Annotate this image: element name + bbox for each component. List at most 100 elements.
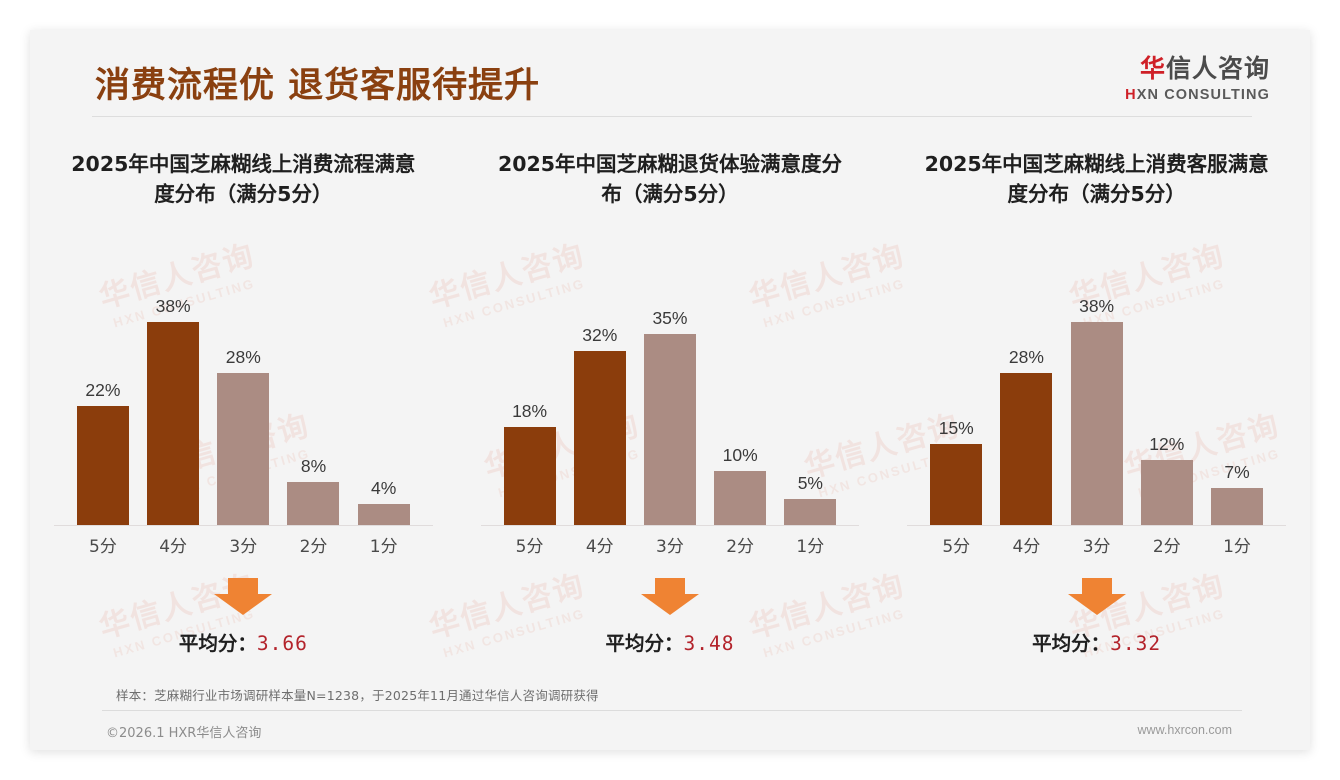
average-score-value: 3.66 <box>256 632 308 655</box>
header-divider <box>92 116 1252 117</box>
bar-value-label: 15% <box>938 417 974 438</box>
bar[interactable] <box>357 504 410 526</box>
average-score-value: 3.32 <box>1110 632 1162 655</box>
x-axis-tick-label: 4分 <box>1012 537 1041 557</box>
bar-value-label: 32% <box>582 324 618 345</box>
average-score-label: 平均分： <box>178 632 257 655</box>
average-score-block: 平均分：3.66 <box>48 578 439 656</box>
bar-slot: 38% <box>1064 296 1130 526</box>
chart-title: 2025年中国芝麻糊线上消费客服满意度分布（满分5分） <box>924 152 1269 206</box>
x-axis-labels: 5分 4分 3分 2分 1分 <box>923 532 1270 562</box>
bar-slot: 4% <box>351 296 417 526</box>
arrow-down-icon <box>214 578 273 615</box>
copyright-text: ©2026.1 HXR华信人咨询 <box>106 726 262 741</box>
average-score-text: 平均分：3.32 <box>1032 627 1161 656</box>
x-axis-line <box>54 525 433 526</box>
bar-slot: 32% <box>567 296 633 526</box>
x-axis-tick-label: 3分 <box>1082 537 1111 557</box>
bar[interactable] <box>1000 372 1053 526</box>
bar-value-label: 38% <box>155 296 191 316</box>
average-score-block: 平均分：3.32 <box>901 578 1292 656</box>
slide-header: 消费流程优 退货客服待提升 华信人咨询 HXN CONSULTING <box>30 30 1310 118</box>
footer-divider <box>102 710 1242 711</box>
bar-value-label: 4% <box>371 478 397 499</box>
slide-card: 华信人咨询 HXN CONSULTING 华信人咨询 HXN CONSULTING 华信… <box>30 30 1310 750</box>
chart-title: 2025年中国芝麻糊线上消费流程满意度分布（满分5分） <box>71 152 416 206</box>
bar-value-label: 35% <box>652 308 688 329</box>
x-axis-tick-label: 1分 <box>1223 537 1251 557</box>
bar-group: 22% 38% 28% 8% 4% <box>70 296 417 526</box>
bar-value-label: 5% <box>797 472 823 493</box>
chart-plot-area: 22% 38% 28% 8% 4% 5分 4分 3分 2分 1分 <box>48 262 439 562</box>
bar[interactable] <box>76 405 129 526</box>
bar-slot: 28% <box>994 296 1060 526</box>
bar-value-label: 8% <box>300 456 327 477</box>
bar[interactable] <box>217 372 270 526</box>
x-axis-tick-label: 3分 <box>229 537 258 557</box>
bar-slot: 10% <box>707 296 773 526</box>
bar[interactable] <box>1210 487 1263 526</box>
logo-chinese-accent: 华 <box>1139 54 1166 83</box>
bar[interactable] <box>643 334 696 526</box>
bar-group: 18% 32% 35% 10% 5% <box>497 296 844 526</box>
bar-value-label: 12% <box>1149 434 1185 455</box>
x-axis-line <box>480 525 860 526</box>
x-axis-tick-label: 5分 <box>515 537 544 557</box>
bar[interactable] <box>1070 322 1123 526</box>
average-score-block: 平均分：3.48 <box>475 578 866 656</box>
x-axis-line <box>907 525 1286 526</box>
bar-value-label: 38% <box>1079 296 1115 316</box>
bar[interactable] <box>147 322 200 526</box>
bar[interactable] <box>784 498 837 526</box>
bar-value-label: 7% <box>1224 461 1250 482</box>
logo-chinese-rest: 信人咨询 <box>1165 54 1270 83</box>
charts-row: 2025年中国芝麻糊线上消费流程满意度分布（满分5分） 22% 38% 28% 8% 4%… <box>30 150 1310 656</box>
bar-slot: 12% <box>1134 296 1200 526</box>
chart-plot-area: 18% 32% 35% 10% 5% 5分 4分 3分 2分 1分 <box>475 262 866 562</box>
average-score-label: 平均分： <box>1032 632 1111 655</box>
bar-slot: 5% <box>777 296 843 526</box>
x-axis-tick-label: 1分 <box>796 537 825 557</box>
average-score-text: 平均分：3.66 <box>179 627 308 656</box>
bar[interactable] <box>714 471 767 526</box>
logo-english-rest: XN CONSULTING <box>1136 87 1270 103</box>
logo-english: HXN CONSULTING <box>1125 88 1270 103</box>
footnote: 样本：芝麻糊行业市场调研样本量N=1238，于2025年11月通过华信人咨询调研… <box>116 688 599 703</box>
chart-title: 2025年中国芝麻糊退货体验满意度分布（满分5分） <box>497 152 843 206</box>
chart-panel: 2025年中国芝麻糊线上消费流程满意度分布（满分5分） 22% 38% 28% 8% 4%… <box>30 150 457 656</box>
average-score-value: 3.48 <box>683 632 735 655</box>
bar-slot: 35% <box>637 296 703 526</box>
bar-value-label: 22% <box>85 379 121 400</box>
bar-slot: 18% <box>497 296 563 526</box>
bar[interactable] <box>573 350 626 526</box>
page-title: 消费流程优 退货客服待提升 <box>95 66 541 106</box>
company-logo: 华信人咨询 HXN CONSULTING <box>1125 56 1270 103</box>
x-axis-tick-label: 5分 <box>942 537 971 557</box>
bar-value-label: 10% <box>722 445 758 466</box>
bar-slot: 22% <box>70 296 136 526</box>
x-axis-tick-label: 3分 <box>656 537 684 557</box>
chart-plot-area: 15% 28% 38% 12% 7% 5分 4分 3分 2分 1分 <box>901 262 1292 562</box>
x-axis-labels: 5分 4分 3分 2分 1分 <box>70 532 417 562</box>
bar-slot: 28% <box>210 296 276 526</box>
bar[interactable] <box>287 482 340 526</box>
chart-panel: 2025年中国芝麻糊线上消费客服满意度分布（满分5分） 15% 28% 38% 12% 7… <box>883 150 1310 656</box>
chart-panel: 2025年中国芝麻糊退货体验满意度分布（满分5分） 18% 32% 35% 10% 5% 5… <box>457 150 884 656</box>
average-score-label: 平均分： <box>605 632 684 655</box>
logo-chinese: 华信人咨询 <box>1125 56 1270 81</box>
bar[interactable] <box>1140 460 1193 526</box>
bar-slot: 38% <box>140 296 206 526</box>
x-axis-tick-label: 2分 <box>299 537 328 557</box>
bar-slot: 7% <box>1204 296 1270 526</box>
logo-english-accent: H <box>1125 87 1137 103</box>
x-axis-tick-label: 2分 <box>1152 537 1181 557</box>
bar[interactable] <box>503 427 556 526</box>
x-axis-tick-label: 1分 <box>369 537 398 557</box>
bar-value-label: 28% <box>1008 346 1044 367</box>
bar[interactable] <box>930 443 983 526</box>
average-score-text: 平均分：3.48 <box>605 627 734 656</box>
bar-slot: 15% <box>923 296 989 526</box>
x-axis-tick-label: 5分 <box>89 537 117 557</box>
slide-footer: ©2026.1 HXR华信人咨询 www.hxrcon.com <box>30 718 1310 750</box>
bar-slot: 8% <box>281 296 347 526</box>
